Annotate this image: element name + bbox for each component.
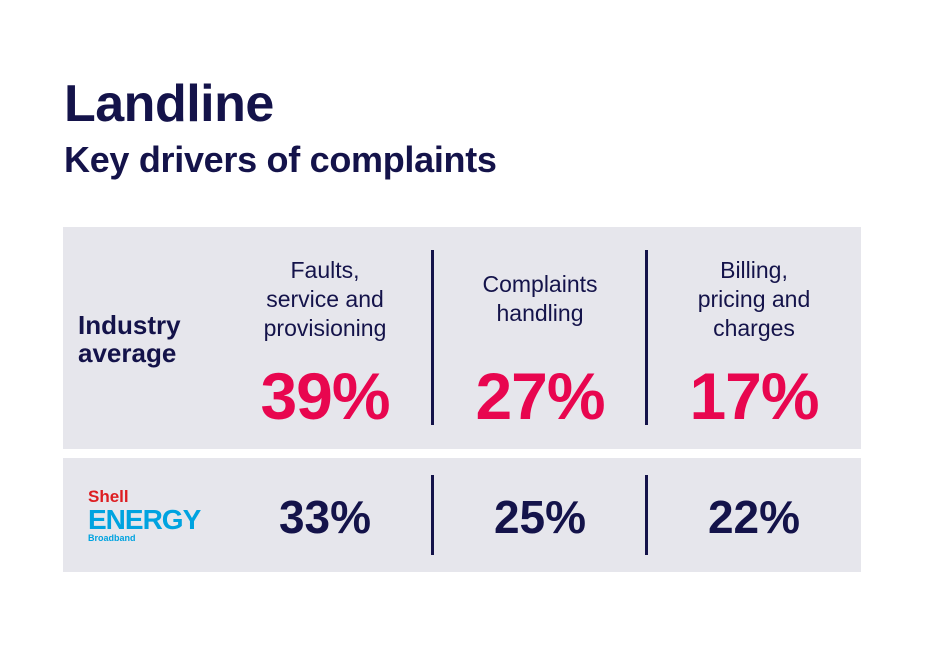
industry-average-label: Industry average [78, 311, 218, 367]
category-billing-line1: Billing, [720, 257, 788, 283]
shell-value-faults: 33% [278, 491, 372, 543]
page-subtitle: Key drivers of complaints [64, 139, 497, 180]
divider-top-1 [431, 250, 434, 425]
category-complaints-line1: Complaints [482, 271, 598, 297]
category-billing-line2: pricing and [697, 286, 811, 312]
category-faults-line2: service and [266, 286, 384, 312]
category-billing-line3: charges [713, 315, 795, 341]
page-title: Landline [64, 75, 274, 133]
industry-average-panel [63, 227, 861, 449]
category-complaints-line2: handling [496, 300, 584, 326]
shell-energy-panel [63, 458, 861, 572]
category-faults-line3: provisioning [263, 315, 387, 341]
category-complaints-handling: Complaints handling [440, 270, 640, 328]
divider-top-2 [645, 250, 648, 425]
industry-label-line1: Industry [78, 310, 181, 340]
category-faults: Faults, service and provisioning [225, 256, 425, 343]
shell-value-billing: 22% [707, 491, 801, 543]
industry-value-billing: 17% [689, 359, 819, 433]
shell-value-complaints-handling: 25% [493, 491, 587, 543]
shell-energy-logo: Shell ENERGY Broadband [88, 488, 208, 548]
divider-bottom-1 [431, 475, 434, 555]
industry-label-line2: average [78, 338, 177, 368]
category-billing: Billing, pricing and charges [654, 256, 854, 343]
industry-value-faults: 39% [260, 359, 390, 433]
logo-energy-text: ENERGY [88, 504, 201, 535]
divider-bottom-2 [645, 475, 648, 555]
logo-broadband-text: Broadband [88, 533, 136, 543]
industry-value-complaints-handling: 27% [475, 359, 605, 433]
category-faults-line1: Faults, [290, 257, 360, 283]
logo-shell-text: Shell [88, 487, 129, 506]
